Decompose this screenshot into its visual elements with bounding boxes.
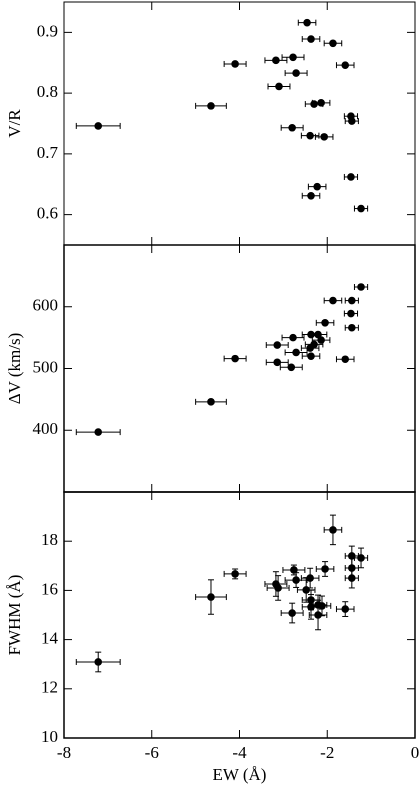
x-tick-label: -2 bbox=[320, 743, 334, 762]
y-tick-label: 16 bbox=[41, 579, 58, 598]
y-tick-label: 10 bbox=[41, 727, 58, 746]
data-point bbox=[287, 363, 296, 372]
data-point bbox=[231, 570, 239, 578]
data-point bbox=[273, 358, 282, 367]
data-point bbox=[329, 296, 337, 305]
data-point bbox=[317, 99, 325, 107]
data-point bbox=[321, 319, 329, 327]
data-point bbox=[306, 574, 314, 582]
data-point bbox=[357, 554, 365, 562]
y-tick-label: 400 bbox=[33, 419, 59, 438]
data-point bbox=[272, 56, 280, 65]
y-tick-label: 14 bbox=[41, 629, 59, 648]
data-point bbox=[320, 133, 328, 141]
data-point bbox=[357, 283, 365, 291]
data-point bbox=[314, 611, 322, 619]
data-point bbox=[288, 609, 296, 617]
data-point bbox=[94, 122, 103, 130]
data-point bbox=[348, 574, 356, 582]
data-point bbox=[207, 102, 215, 110]
data-point bbox=[207, 593, 215, 601]
y-tick-label: 0.9 bbox=[37, 21, 58, 40]
data-point bbox=[348, 296, 356, 305]
data-point bbox=[341, 605, 350, 613]
panel-frame bbox=[63, 244, 416, 493]
data-point bbox=[273, 341, 282, 349]
x-tick-label: -6 bbox=[145, 743, 159, 762]
data-point bbox=[292, 69, 300, 77]
data-point bbox=[329, 39, 337, 48]
data-point bbox=[289, 333, 297, 342]
y-tick-label: 0.6 bbox=[37, 204, 58, 223]
data-point bbox=[307, 35, 315, 43]
data-point bbox=[307, 352, 315, 360]
data-point bbox=[347, 173, 355, 181]
data-point bbox=[347, 309, 355, 318]
data-point bbox=[302, 586, 310, 594]
data-point bbox=[357, 204, 365, 213]
data-point bbox=[310, 100, 318, 108]
data-point bbox=[329, 526, 337, 534]
data-point bbox=[231, 354, 239, 363]
y-axis-label: ΔV (km/s) bbox=[5, 333, 24, 405]
x-tick-label: -8 bbox=[57, 743, 71, 762]
y-tick-label: 600 bbox=[33, 296, 59, 315]
y-axis-label: FWHM (Å) bbox=[5, 575, 24, 656]
panel-frame bbox=[63, 491, 416, 739]
x-axis-label: EW (Å) bbox=[213, 765, 267, 784]
data-point bbox=[274, 584, 282, 592]
data-point bbox=[231, 60, 239, 68]
y-tick-label: 0.7 bbox=[37, 143, 59, 162]
data-point bbox=[303, 18, 311, 27]
data-point bbox=[292, 348, 300, 357]
data-point bbox=[292, 576, 300, 584]
data-point bbox=[207, 398, 215, 406]
data-point bbox=[306, 131, 314, 140]
data-point bbox=[317, 336, 325, 344]
data-point bbox=[314, 330, 322, 339]
data-point bbox=[307, 191, 315, 200]
y-tick-label: 0.8 bbox=[37, 82, 58, 101]
data-point bbox=[94, 428, 103, 436]
y-axis-label: V/R bbox=[5, 109, 24, 138]
data-point bbox=[290, 566, 298, 574]
x-tick-label: 0 bbox=[411, 743, 420, 762]
data-point bbox=[289, 53, 297, 62]
y-tick-label: 500 bbox=[33, 357, 59, 376]
data-point bbox=[318, 602, 326, 610]
y-tick-label: 12 bbox=[41, 678, 58, 697]
data-point bbox=[306, 344, 314, 352]
data-point bbox=[275, 82, 283, 91]
data-point bbox=[321, 565, 329, 573]
data-point bbox=[348, 117, 356, 125]
y-tick-label: 18 bbox=[41, 530, 58, 549]
data-point bbox=[288, 123, 296, 132]
data-point bbox=[341, 61, 350, 69]
data-point bbox=[341, 355, 350, 364]
data-point bbox=[313, 182, 321, 191]
data-point bbox=[94, 658, 103, 666]
data-point bbox=[348, 323, 356, 332]
x-tick-label: -4 bbox=[232, 743, 247, 762]
